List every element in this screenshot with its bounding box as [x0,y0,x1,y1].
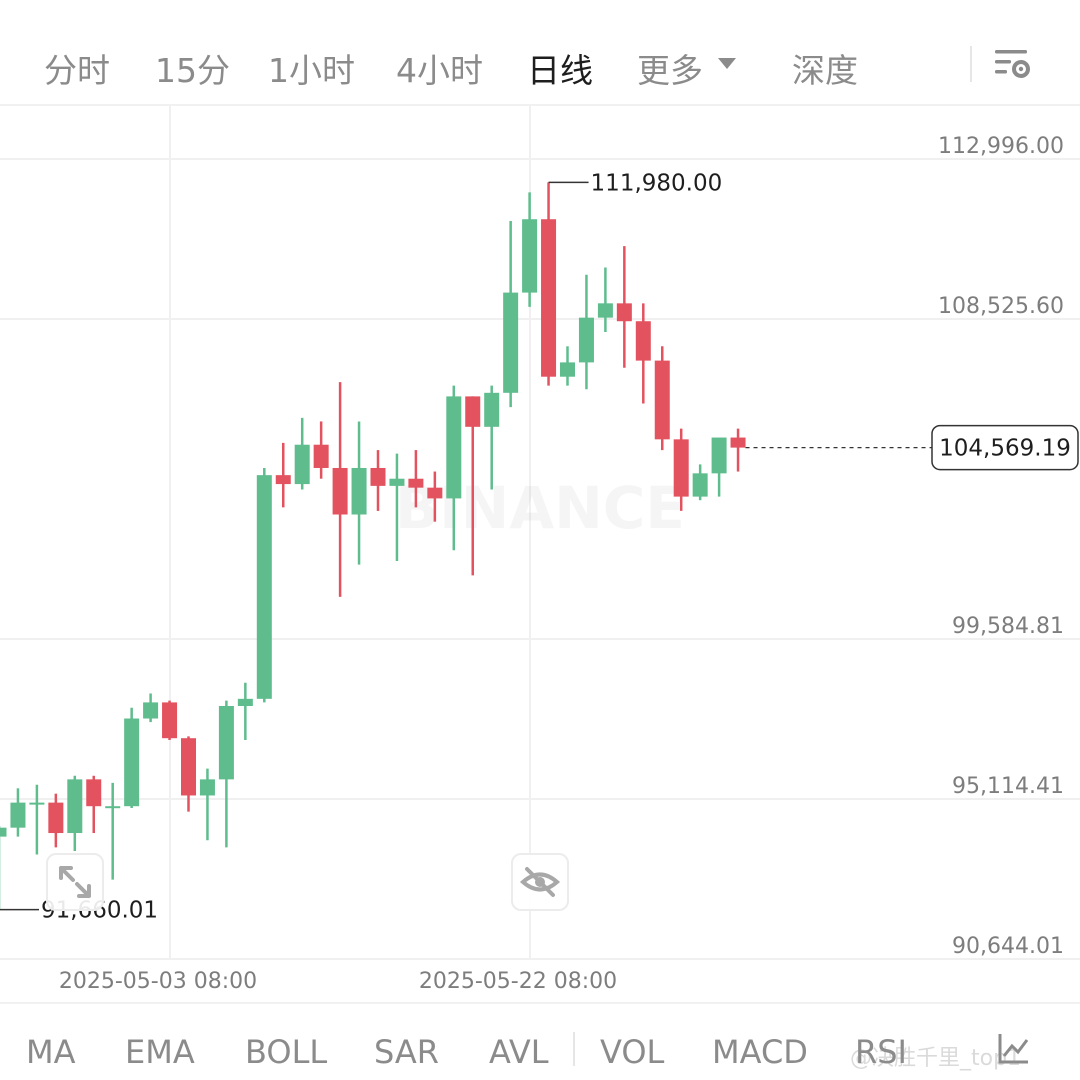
tab-depth[interactable]: 深度 [792,51,858,90]
hide-indicators-button[interactable] [511,853,569,911]
price-axis-label: 99,584.81 [952,614,1064,639]
candle-down [616,303,632,322]
candle-up [237,698,253,706]
indicator-bar-divider [0,1002,1080,1004]
candle-up [105,806,121,809]
candle-up [597,303,613,318]
candle-up [522,219,538,293]
author-watermark: @决胜千里_top1 [850,1046,1022,1071]
candle-down [465,396,481,427]
candle-down [313,444,329,468]
candle-down [427,487,443,499]
chart-svg: 112,996.00 108,525.60 99,584.81 95,114.41 90… [0,106,1080,994]
indicator-vol[interactable]: VOL [600,1033,665,1071]
indicator-macd[interactable]: MACD [712,1033,808,1071]
candle-down [370,467,386,486]
candle-up [294,444,310,485]
last-price-badge[interactable] [931,424,1079,471]
indicator-sar[interactable]: SAR [374,1033,440,1071]
candle-down [673,439,689,497]
indicator-rsi[interactable]: RSI [855,1033,907,1071]
candle-up [256,475,272,699]
candle-down [730,437,746,448]
date-axis-label: 2025-05-22 08:00 [419,969,617,994]
tab-daily[interactable]: 日线 [527,51,593,90]
binance-watermark: BINANCE [395,474,685,542]
tab-1hour[interactable]: 1小时 [268,51,355,90]
chart-settings-icon[interactable] [992,44,1032,84]
candle-down [332,467,348,515]
price-axis-label: 112,996.00 [938,134,1064,159]
candlestick-chart[interactable]: 112,996.00 108,525.60 99,584.81 95,114.41 90… [0,106,1080,1002]
indicator-separator [573,1032,575,1066]
price-axis-label: 90,644.01 [952,934,1064,959]
indicator-ma[interactable]: MA [26,1033,76,1071]
caret-down-icon[interactable] [718,58,736,69]
candle-up [199,779,215,796]
candle-down [162,702,178,739]
price-axis-label: 108,525.60 [938,294,1064,319]
candle-up [218,705,234,780]
candle-up [67,779,83,834]
fullscreen-button[interactable] [46,853,104,911]
candle-up [10,802,26,828]
candle-up [446,396,462,499]
indicator-avl[interactable]: AVL [489,1033,549,1071]
candle-up [29,802,45,805]
indicator-ema[interactable]: EMA [125,1033,195,1071]
candle-down [654,360,670,440]
tab-more[interactable]: 更多 [637,51,703,90]
candle-up [578,317,594,363]
candle-up [124,718,140,807]
candle-up [560,362,575,377]
expand-icon [59,866,91,898]
eye-off-icon [519,867,561,897]
candle-up [389,478,405,486]
last-price-label: 104,569.19 [939,436,1071,462]
candle-down [48,802,64,834]
date-axis-label: 2025-05-03 08:00 [59,969,257,994]
candle-up [351,467,367,515]
candle-down [86,779,102,807]
high-price-label: 111,980.00 [591,170,723,196]
timeframe-toolbar: 分时 15分 1小时 4小时 日线 更多 深度 [0,0,1080,106]
candle-up [0,827,7,837]
candle-down [275,475,291,485]
price-axis-label: 95,114.41 [952,774,1064,799]
tab-4hour[interactable]: 4小时 [396,51,483,90]
tab-15min[interactable]: 15分 [155,51,230,90]
candle-up [484,392,500,427]
tab-time-share[interactable]: 分时 [44,51,110,90]
candle-up [143,702,159,719]
candle-down [635,321,651,361]
candle-up [711,437,727,474]
candle-down [408,478,424,488]
candle-up [503,292,519,393]
indicator-boll[interactable]: BOLL [245,1033,328,1071]
candle-down [181,738,196,796]
toolbar-divider [970,46,972,82]
indicator-settings-icon[interactable] [996,1030,1032,1066]
candle-up [692,473,708,497]
candle-down [541,219,557,377]
